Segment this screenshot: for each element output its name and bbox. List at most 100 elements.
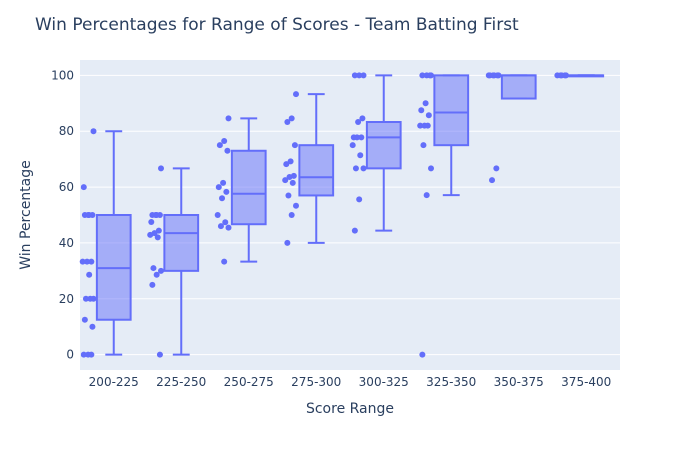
- box-group: [282, 91, 335, 246]
- x-tick-label: 275-300: [291, 375, 341, 389]
- data-point: [293, 202, 299, 209]
- data-point: [489, 177, 496, 184]
- data-point: [80, 351, 87, 358]
- data-point: [419, 72, 426, 79]
- iqr-box: [433, 74, 470, 147]
- data-point: [287, 158, 294, 165]
- data-point: [154, 234, 161, 241]
- box-group: [147, 165, 200, 358]
- data-point: [419, 351, 426, 358]
- data-point: [86, 271, 93, 278]
- y-tick-label: 100: [51, 68, 74, 82]
- data-point: [79, 258, 86, 265]
- data-point: [282, 177, 289, 184]
- data-point: [284, 239, 291, 246]
- data-point: [360, 165, 367, 172]
- data-point: [423, 192, 430, 199]
- iqr-box: [500, 74, 537, 100]
- data-point: [293, 91, 299, 98]
- data-point: [557, 72, 564, 79]
- data-point: [356, 196, 363, 203]
- data-point: [158, 165, 164, 172]
- data-point: [426, 72, 433, 79]
- data-point: [158, 267, 164, 274]
- data-point: [289, 179, 296, 186]
- data-point: [215, 184, 222, 191]
- data-point: [88, 351, 95, 358]
- data-point: [286, 174, 293, 181]
- data-point: [288, 212, 295, 218]
- iqr-box: [230, 149, 267, 226]
- data-point: [217, 223, 224, 230]
- y-axis-title: Win Percentage: [18, 160, 34, 270]
- data-point: [561, 72, 568, 79]
- data-point: [428, 165, 434, 172]
- x-axis: 200-225 225-250 250-275 275-300 300-325 325-3…: [89, 375, 612, 389]
- data-point: [417, 122, 424, 129]
- data-point: [420, 142, 427, 149]
- iqr-box: [163, 214, 200, 272]
- x-axis-title: Score Range: [306, 401, 394, 417]
- data-point: [355, 119, 362, 125]
- data-point: [152, 212, 159, 218]
- data-point: [291, 142, 298, 149]
- box-group: [485, 72, 537, 184]
- x-tick-label: 225-250: [156, 375, 206, 389]
- data-point: [156, 351, 163, 358]
- data-point: [216, 142, 223, 149]
- data-point: [418, 107, 425, 114]
- data-point: [219, 195, 226, 202]
- data-point: [352, 165, 359, 172]
- y-tick-label: 0: [66, 348, 74, 362]
- data-point: [359, 115, 366, 122]
- y-tick-label: 80: [59, 124, 74, 138]
- data-point: [221, 137, 228, 144]
- data-point: [425, 112, 432, 119]
- data-point: [485, 72, 492, 79]
- data-point: [149, 281, 156, 288]
- data-point: [153, 271, 160, 278]
- x-tick-label: 200-225: [89, 375, 139, 389]
- chart-title: Win Percentages for Range of Scores - Te…: [35, 15, 519, 35]
- data-point: [88, 258, 95, 265]
- x-tick-label: 250-275: [224, 375, 274, 389]
- x-tick-label: 325-350: [426, 375, 476, 389]
- data-point: [351, 227, 358, 234]
- data-point: [422, 100, 429, 107]
- data-point: [148, 218, 155, 225]
- iqr-box: [365, 121, 402, 170]
- data-point: [147, 231, 154, 238]
- data-point: [222, 219, 229, 226]
- y-axis: 0 20 40 60 80 100: [51, 68, 74, 361]
- data-point: [360, 72, 367, 79]
- data-point: [358, 134, 365, 141]
- box-group: [79, 128, 132, 358]
- data-point: [357, 152, 364, 159]
- data-point: [349, 142, 356, 149]
- box-group: [349, 72, 402, 234]
- box-group: [417, 72, 470, 358]
- x-tick-label: 375-400: [561, 375, 611, 389]
- data-point: [82, 295, 89, 302]
- box-group: [554, 72, 605, 79]
- y-tick-label: 60: [59, 180, 74, 194]
- data-point: [285, 192, 292, 199]
- iqr-box: [298, 144, 335, 197]
- data-point: [80, 184, 87, 191]
- data-point: [354, 134, 361, 141]
- data-point: [225, 224, 232, 231]
- data-point: [283, 161, 290, 168]
- data-point: [223, 188, 230, 195]
- data-point: [90, 295, 97, 302]
- data-point: [356, 72, 363, 79]
- x-tick-label: 300-325: [359, 375, 409, 389]
- data-point: [224, 147, 231, 154]
- data-point: [84, 258, 91, 265]
- data-point: [214, 212, 221, 218]
- data-point: [220, 179, 227, 186]
- data-point: [225, 115, 232, 122]
- data-point: [89, 323, 96, 330]
- data-point: [490, 72, 497, 79]
